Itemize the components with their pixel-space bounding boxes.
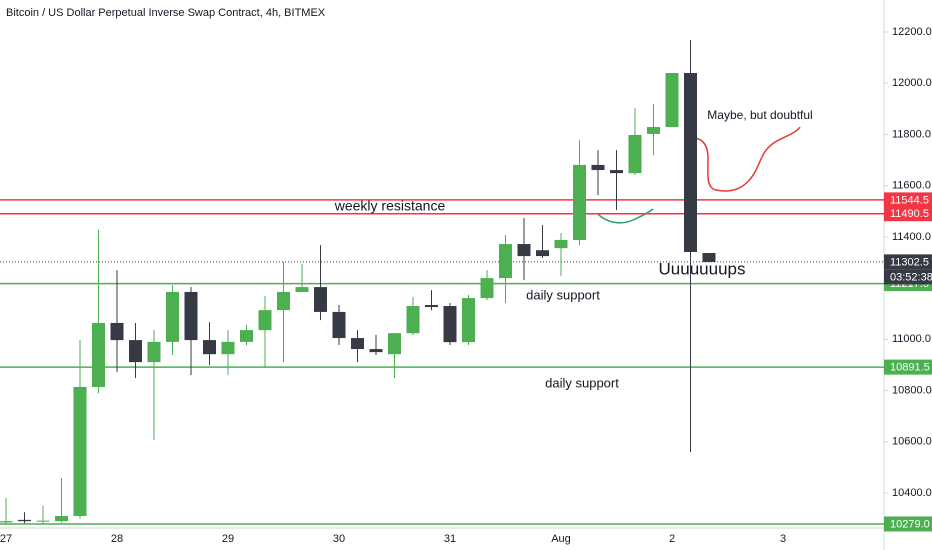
x-tick-label: Aug (551, 533, 571, 545)
chart-title: Bitcoin / US Dollar Perpetual Inverse Sw… (6, 7, 326, 19)
y-tick-label: 10600.0 (892, 436, 932, 448)
x-tick-label: 28 (111, 533, 123, 545)
level-price-box (884, 254, 932, 270)
countdown: 03:52:38 (890, 271, 932, 283)
candle-body (684, 72, 697, 252)
candle-body (443, 306, 457, 343)
candle-body (0, 521, 13, 523)
candle-body (295, 287, 309, 292)
y-tick-label: 11800.0 (892, 128, 931, 140)
candle-body (610, 170, 623, 174)
candle-body (18, 519, 31, 522)
level-price-label: 10891.5 (890, 362, 930, 374)
x-tick-label: 29 (222, 533, 234, 545)
countdown-box (884, 269, 932, 285)
candle-body (129, 340, 142, 363)
candle-body (573, 164, 586, 240)
y-tick-label: 12200.0 (892, 26, 932, 38)
level-price-label: 11544.5 (890, 194, 929, 206)
candle-body (36, 520, 50, 522)
candle-body (258, 310, 272, 331)
level-price-box (884, 359, 932, 375)
y-tick-label: 11400.0 (892, 231, 931, 243)
candle-body (425, 305, 438, 308)
level-price-label: 11490.5 (890, 208, 929, 220)
candle-body (462, 298, 475, 343)
level-price-label: 10279.0 (890, 518, 930, 530)
x-tick-label: 31 (444, 533, 456, 545)
candle-body (166, 291, 179, 342)
x-tick-label: 27 (0, 533, 12, 545)
annotation: Maybe, but doubtful (707, 108, 812, 122)
level-price-box (884, 206, 932, 222)
candle-body (221, 341, 235, 355)
candle-body (277, 291, 290, 311)
candle-body (332, 311, 346, 339)
y-tick-label: 11600.0 (892, 180, 931, 192)
candle-body (665, 72, 679, 128)
candle-body (480, 278, 494, 299)
candle-body (647, 127, 660, 134)
x-tick-label: 30 (333, 533, 345, 545)
y-tick-label: 10400.0 (892, 487, 932, 499)
annotation: daily support (545, 375, 619, 390)
candle-body (240, 330, 253, 342)
y-tick-label: 11000.0 (892, 333, 931, 345)
candle-body (73, 386, 87, 517)
candle-body (314, 287, 327, 312)
candle-body (110, 322, 124, 341)
freehand-green (596, 208, 654, 224)
level-price-label: 11302.5 (890, 256, 929, 268)
candle-body (92, 322, 105, 387)
candle-body (628, 134, 642, 174)
candle-body (203, 340, 216, 355)
candle-body (554, 239, 568, 249)
candle-body (55, 516, 68, 522)
y-tick-label: 12000.0 (892, 77, 932, 89)
candle-body (499, 244, 512, 279)
candle-body (369, 349, 383, 353)
annotation: Uuuuuuups (659, 259, 746, 278)
candle-body (351, 338, 364, 350)
level-price-box (884, 516, 932, 532)
x-tick-label: 3 (780, 533, 786, 545)
level-price-box (884, 192, 932, 208)
candle-body (388, 333, 401, 355)
candle-body (536, 250, 549, 257)
x-tick-label: 2 (669, 533, 675, 545)
candle-body (406, 306, 420, 334)
candle-body (517, 244, 531, 257)
candle-body (591, 164, 605, 171)
y-tick-label: 10800.0 (892, 384, 932, 396)
candle-body (184, 291, 198, 341)
annotation: weekly resistance (334, 198, 446, 214)
candle-body (702, 253, 716, 262)
annotation: daily support (526, 287, 600, 302)
candle-body (147, 341, 161, 363)
freehand-red (685, 126, 801, 192)
